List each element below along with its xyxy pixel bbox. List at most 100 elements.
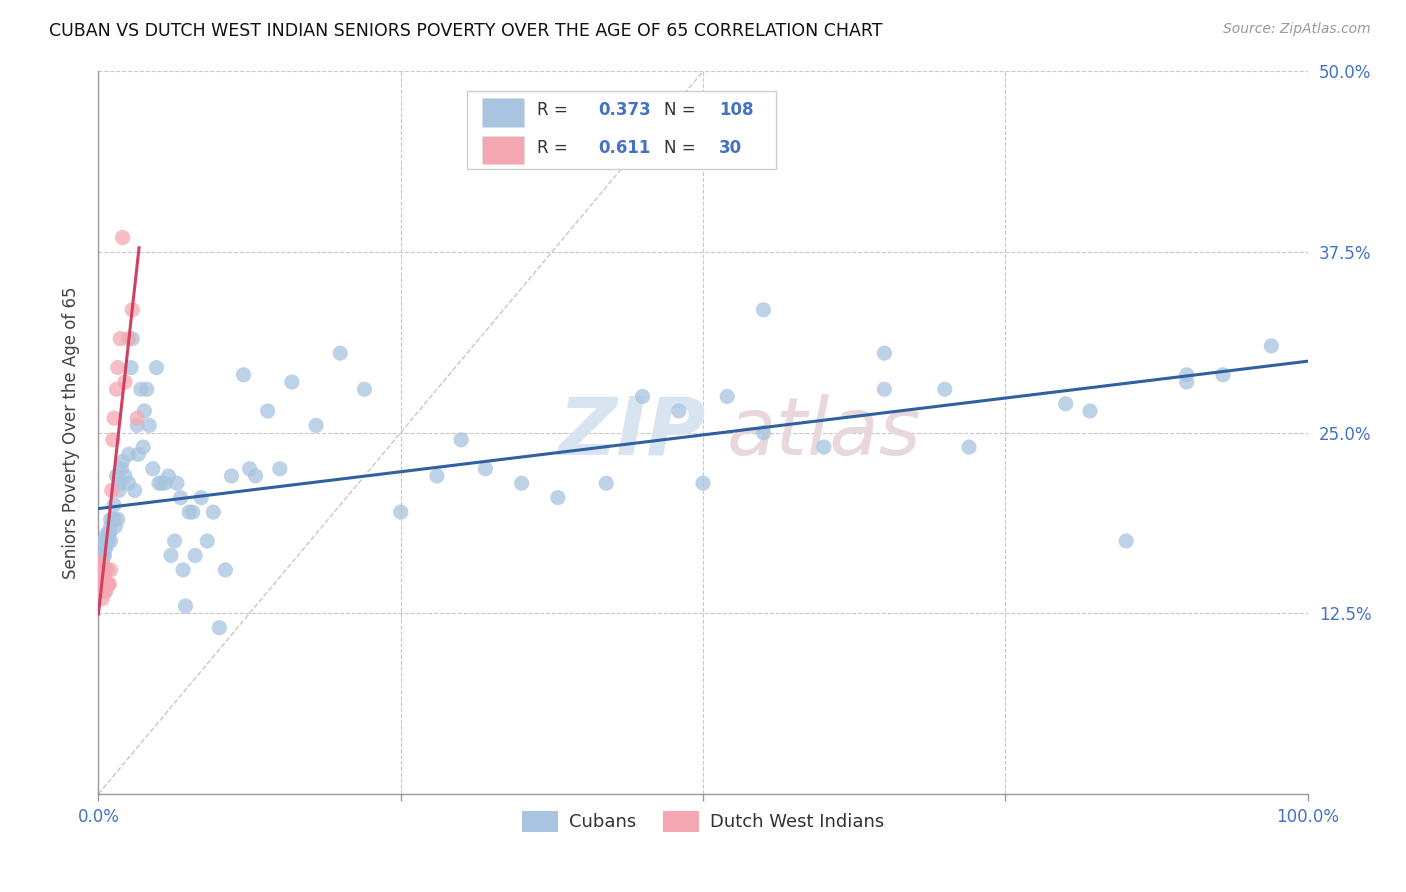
Point: [96, 577, 118, 591]
Text: N =: N =: [664, 139, 696, 157]
Point: [118, 447, 141, 461]
Point: [692, 476, 714, 491]
Text: 30: 30: [718, 139, 742, 157]
Point: [89, 563, 111, 577]
Point: [510, 476, 533, 491]
Point: [100, 512, 122, 526]
Point: [101, 512, 124, 526]
Point: [90, 549, 112, 563]
Point: [138, 418, 160, 433]
Point: [208, 621, 231, 635]
Point: [595, 476, 617, 491]
Point: [121, 332, 143, 346]
Point: [94, 533, 117, 548]
Point: [195, 533, 218, 548]
Point: [1212, 368, 1234, 382]
Point: [93, 533, 115, 548]
Legend: Cubans, Dutch West Indians: Cubans, Dutch West Indians: [515, 804, 891, 839]
Point: [90, 563, 112, 577]
Point: [245, 469, 267, 483]
Point: [148, 476, 170, 491]
Point: [103, 498, 125, 512]
Point: [121, 302, 143, 317]
Point: [190, 491, 212, 505]
Point: [91, 549, 114, 563]
Y-axis label: Seniors Poverty Over the Age of 65: Seniors Poverty Over the Age of 65: [62, 286, 80, 579]
Point: [329, 346, 352, 360]
Point: [163, 533, 186, 548]
Point: [107, 512, 129, 526]
Point: [934, 382, 956, 396]
Point: [97, 577, 120, 591]
Point: [120, 360, 142, 375]
Point: [93, 549, 115, 563]
Point: [132, 440, 155, 454]
Point: [1175, 368, 1198, 382]
Point: [160, 549, 183, 563]
Text: Source: ZipAtlas.com: Source: ZipAtlas.com: [1223, 22, 1371, 37]
Point: [90, 563, 112, 577]
Point: [232, 368, 254, 382]
Point: [239, 462, 262, 476]
Point: [668, 404, 690, 418]
Point: [153, 476, 176, 491]
Point: [127, 447, 149, 461]
Point: [426, 469, 449, 483]
Point: [474, 462, 496, 476]
Point: [202, 505, 225, 519]
Point: [105, 469, 128, 483]
Point: [90, 563, 112, 577]
Point: [214, 563, 236, 577]
Point: [752, 425, 775, 440]
Point: [450, 433, 472, 447]
Point: [91, 549, 114, 563]
Point: [91, 556, 114, 570]
Point: [91, 541, 114, 556]
Point: [91, 533, 114, 548]
Point: [94, 533, 117, 548]
Text: ZIP: ZIP: [558, 393, 706, 472]
Point: [100, 483, 122, 498]
Text: N =: N =: [664, 102, 696, 120]
Point: [91, 563, 114, 577]
Point: [97, 526, 120, 541]
Point: [127, 411, 149, 425]
Point: [93, 541, 115, 556]
Point: [96, 563, 118, 577]
Point: [172, 563, 194, 577]
Point: [181, 505, 204, 519]
Point: [111, 230, 134, 244]
Point: [89, 541, 111, 556]
Point: [129, 382, 152, 396]
Point: [96, 533, 118, 548]
Text: R =: R =: [537, 139, 568, 157]
Point: [873, 382, 896, 396]
Point: [94, 563, 117, 577]
Point: [111, 454, 134, 468]
Point: [89, 556, 111, 570]
Point: [1054, 397, 1077, 411]
Point: [105, 382, 128, 396]
Point: [716, 389, 738, 403]
Text: R =: R =: [537, 102, 568, 120]
Text: atlas: atlas: [727, 393, 922, 472]
Point: [174, 599, 197, 613]
Text: 108: 108: [718, 102, 754, 120]
Point: [114, 375, 136, 389]
Point: [110, 462, 132, 476]
Point: [145, 360, 167, 375]
Point: [752, 302, 775, 317]
Point: [96, 526, 118, 541]
Point: [94, 584, 117, 599]
Point: [103, 411, 125, 425]
FancyBboxPatch shape: [482, 136, 524, 164]
Point: [93, 541, 115, 556]
Point: [547, 491, 569, 505]
Point: [104, 519, 127, 533]
Text: CUBAN VS DUTCH WEST INDIAN SENIORS POVERTY OVER THE AGE OF 65 CORRELATION CHART: CUBAN VS DUTCH WEST INDIAN SENIORS POVER…: [49, 22, 883, 40]
Point: [305, 418, 328, 433]
FancyBboxPatch shape: [482, 98, 524, 127]
Point: [1175, 375, 1198, 389]
Point: [150, 476, 173, 491]
Point: [89, 556, 111, 570]
